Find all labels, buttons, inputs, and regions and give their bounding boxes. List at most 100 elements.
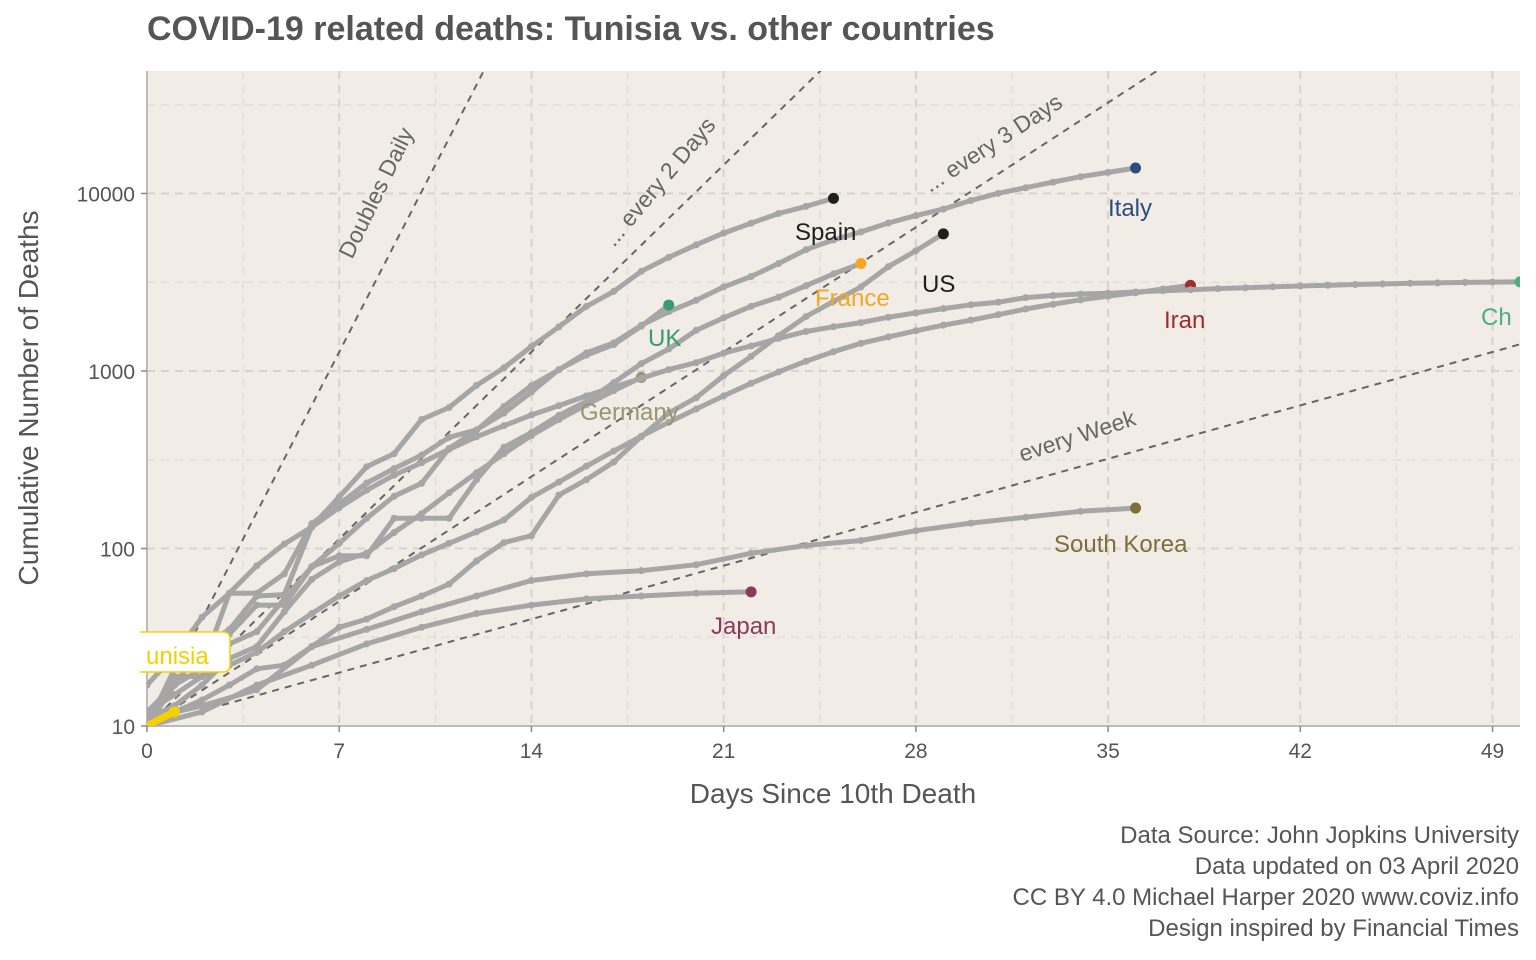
series-point (198, 702, 206, 710)
series-point (1434, 279, 1442, 287)
series-point (390, 471, 398, 479)
series-point (445, 539, 453, 547)
x-tick-label: 28 (904, 740, 927, 763)
series-point (884, 313, 892, 321)
series-point (994, 311, 1002, 319)
series-point (802, 202, 810, 210)
series-point (527, 388, 535, 396)
series-point (527, 493, 535, 501)
series-point (390, 450, 398, 458)
series-point (994, 189, 1002, 197)
series-point (527, 432, 535, 440)
series-point (637, 360, 645, 368)
series-point (1049, 300, 1057, 308)
series-point (857, 228, 865, 236)
series-point (994, 298, 1002, 306)
series-point (830, 323, 837, 331)
caption-line-updated: Data updated on 03 April 2020 (1195, 853, 1519, 880)
series-point (1049, 178, 1057, 186)
series-point (802, 313, 810, 321)
label-uk: UK (648, 325, 681, 352)
series-point (1269, 283, 1277, 291)
series-point (198, 613, 206, 621)
series-point (225, 589, 233, 597)
x-axis-label: Days Since 10th Death (690, 778, 976, 809)
series-endpoint (1514, 276, 1520, 288)
series-point (445, 514, 453, 522)
series-point (1379, 280, 1387, 288)
series-point (555, 323, 563, 331)
series-point (830, 297, 837, 305)
series-point (527, 411, 535, 419)
series-point (253, 665, 261, 673)
series-point (939, 321, 947, 329)
series-point (1159, 287, 1167, 295)
series-endpoint (663, 299, 675, 311)
series-point (308, 563, 316, 571)
series-point (445, 445, 453, 453)
series-point (692, 405, 700, 413)
label-iran: Iran (1164, 307, 1205, 334)
x-tick-label: 0 (141, 740, 153, 763)
series-point (775, 334, 783, 342)
series-point (1077, 507, 1085, 515)
series-point (857, 283, 865, 291)
x-tick-label: 14 (520, 740, 544, 763)
series-point (1214, 285, 1222, 293)
label-tunisia: unisia (146, 643, 209, 670)
series-line-japan (147, 589, 754, 726)
series-line-spain (147, 195, 836, 726)
series-point (775, 209, 783, 217)
series-point (884, 219, 892, 227)
series-point (280, 591, 288, 599)
series-point (665, 409, 673, 417)
series-point (1022, 294, 1030, 302)
series-point (555, 491, 563, 499)
series-point (500, 409, 508, 417)
series-point (445, 433, 453, 441)
series-point (967, 519, 975, 527)
label-south-korea: South Korea (1054, 531, 1188, 558)
series-point (1077, 173, 1085, 181)
series-point (1022, 513, 1030, 521)
series-point (720, 349, 728, 357)
series-point (802, 246, 810, 254)
series-point (857, 339, 865, 347)
series-point (473, 592, 481, 600)
series-point (363, 486, 371, 494)
series-point (555, 366, 563, 374)
series-point (1406, 279, 1414, 287)
series-point (418, 623, 426, 631)
series-point (147, 681, 151, 689)
series-point (253, 648, 261, 656)
ticks: 0 7 14 21 28 35 42 49 10 100 1000 10000 (77, 184, 1505, 764)
series-endpoint (1130, 502, 1142, 514)
series-point (445, 489, 453, 497)
series-point (1241, 284, 1249, 292)
series-point (527, 382, 535, 390)
series-point (473, 557, 481, 565)
series-point (610, 447, 618, 455)
series-point (1186, 286, 1194, 294)
series-point (363, 625, 371, 633)
series-point (775, 368, 783, 376)
series-point (363, 514, 371, 522)
series-point (418, 510, 426, 518)
series-point (418, 416, 426, 424)
series-point (555, 478, 563, 486)
label-france: France (815, 285, 890, 312)
series-point (280, 608, 288, 616)
series-point (802, 541, 810, 549)
reference-line (147, 343, 1520, 726)
series-point (610, 383, 618, 391)
series-point (692, 394, 700, 402)
series-point (418, 551, 426, 559)
series-point (1324, 281, 1332, 289)
series-point (582, 351, 590, 359)
series-point (1104, 168, 1112, 176)
series-point (473, 528, 481, 536)
series-point (473, 426, 481, 434)
y-axis-label: Cumulative Number of Deaths (13, 210, 44, 585)
series-point (198, 708, 206, 716)
series-point (637, 267, 645, 275)
